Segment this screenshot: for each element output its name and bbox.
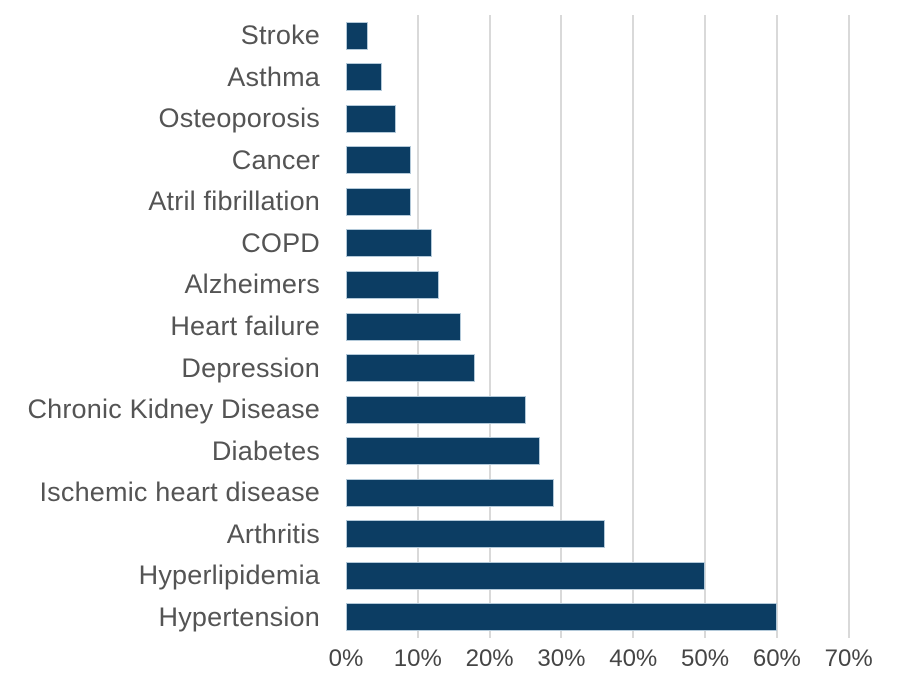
bar-atril-fibrillation — [346, 187, 411, 216]
category-label: Asthma — [227, 61, 320, 92]
category-axis: Stroke Asthma Osteoporosis Cancer Atril fibr… — [0, 15, 334, 638]
vertical-gridline — [847, 15, 850, 638]
bar-diabetes — [346, 437, 540, 466]
category-label: Stroke — [240, 20, 320, 51]
vertical-gridline — [775, 15, 778, 638]
x-tick-label: 20% — [465, 645, 514, 672]
category-label: Hyperlipidemia — [138, 560, 320, 591]
category-label: Chronic Kidney Disease — [27, 394, 320, 425]
category-label: COPD — [241, 227, 320, 258]
bar-cancer — [346, 146, 411, 175]
category-label: Hypertension — [158, 601, 320, 632]
x-tick-label: 60% — [752, 645, 801, 672]
vertical-gridline — [560, 15, 563, 638]
vertical-gridline — [704, 15, 707, 638]
x-tick-label: 40% — [609, 645, 658, 672]
plot-area — [346, 15, 860, 638]
vertical-gridline — [488, 15, 491, 638]
category-label: Depression — [181, 352, 320, 383]
bar-stroke — [346, 21, 368, 50]
category-label: Alzheimers — [184, 269, 320, 300]
bar-arthritis — [346, 520, 605, 549]
category-label: Cancer — [231, 144, 320, 175]
bar-copd — [346, 229, 433, 258]
category-label: Atril fibrillation — [148, 186, 320, 217]
bar-ischemic-heart-disease — [346, 478, 555, 507]
vertical-gridline — [632, 15, 635, 638]
x-axis: 0% 10% 20% 30% 40% 50% 60% 70% — [0, 645, 900, 681]
category-label: Ischemic heart disease — [39, 477, 320, 508]
category-label: Heart failure — [170, 310, 320, 341]
bar-chronic-kidney-disease — [346, 395, 526, 424]
bar-asthma — [346, 63, 382, 92]
bar-osteoporosis — [346, 104, 397, 133]
bar-heart-failure — [346, 312, 461, 341]
x-tick-label: 10% — [393, 645, 442, 672]
x-tick-label: 50% — [681, 645, 730, 672]
category-label: Arthritis — [226, 518, 320, 549]
x-tick-label: 30% — [537, 645, 586, 672]
bar-depression — [346, 354, 476, 383]
category-label: Osteoporosis — [158, 103, 320, 134]
category-label: Diabetes — [211, 435, 320, 466]
x-tick-label: 70% — [824, 645, 873, 672]
bar-hypertension — [346, 603, 777, 632]
x-tick-label: 0% — [328, 645, 364, 672]
bar-hyperlipidemia — [346, 561, 706, 590]
bar-alzheimers — [346, 270, 440, 299]
